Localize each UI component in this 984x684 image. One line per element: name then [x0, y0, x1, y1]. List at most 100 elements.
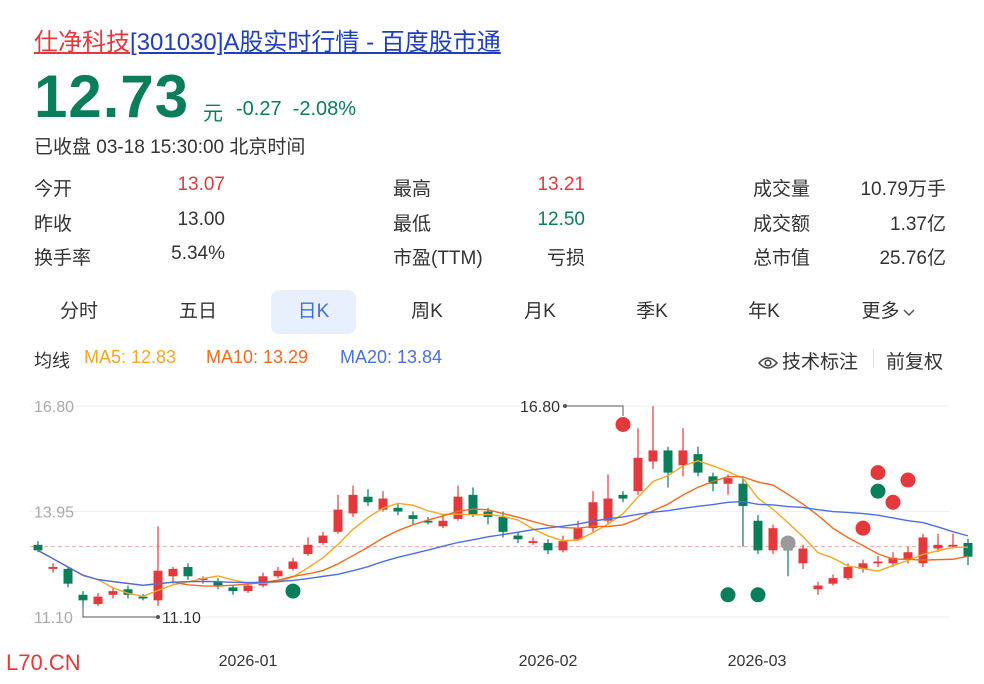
event-marker [615, 417, 631, 433]
candle-body [858, 563, 868, 569]
event-marker [720, 587, 736, 603]
candle [528, 537, 538, 545]
candle [183, 563, 193, 580]
y-tick-label: 11.10 [34, 610, 73, 627]
min-label: 11.10 [162, 610, 201, 627]
candle-body [603, 498, 613, 521]
tools-divider [873, 350, 874, 368]
candle [423, 517, 433, 525]
candle-body [363, 496, 373, 503]
indicator-toggle[interactable]: 技术标注 [757, 347, 859, 376]
candle-body [258, 576, 268, 586]
tab-more[interactable]: 更多 [852, 290, 924, 334]
candle-body [393, 507, 403, 512]
min-dot [156, 615, 160, 619]
candle [408, 511, 418, 525]
y-axis-labels: 16.80 13.95 11.10 [34, 399, 74, 627]
ma10-line [37, 475, 969, 587]
candle [618, 491, 628, 503]
candle [288, 557, 298, 571]
indicator-label: 技术标注 [782, 352, 859, 373]
stat-value-turnover-amount: 1.37亿 [890, 214, 946, 235]
candle-body [753, 520, 763, 551]
candle-body [108, 591, 118, 595]
min-leader [82, 605, 158, 618]
stat-value-prev-close: 13.00 [177, 209, 225, 230]
candle-body [618, 494, 628, 499]
event-marker [900, 472, 916, 488]
candle-body [303, 544, 313, 555]
candle [873, 555, 883, 568]
candle-body [63, 568, 73, 584]
candle-body [318, 535, 328, 543]
candle [363, 489, 373, 506]
tab-monthly-k[interactable]: 月K [524, 301, 556, 322]
candle [918, 533, 928, 568]
page-title[interactable]: 仕净科技[301030]A股实时行情 - 百度股市通 [34, 22, 501, 57]
event-marker [855, 520, 871, 536]
candle [438, 515, 448, 529]
stock-title-link[interactable]: [301030]A股实时行情 - 百度股市通 [130, 29, 501, 56]
candle [228, 585, 238, 595]
candle-body [378, 498, 388, 510]
stat-value-market-cap: 25.76亿 [879, 248, 946, 269]
stat-value-volume: 10.79万手 [860, 179, 946, 200]
x-axis-labels: 2026-01 2026-02 2026-03 [219, 653, 787, 670]
candle-body [828, 578, 838, 584]
candle-body [948, 544, 958, 547]
market-status: 已收盘 03-18 15:30:00 北京时间 [34, 137, 306, 158]
stat-label-prev-close: 昨收 [34, 214, 73, 235]
candle-body [213, 581, 223, 586]
extreme-annotations: 16.80 11.10 [82, 399, 624, 627]
stock-name-link[interactable]: 仕净科技 [34, 29, 130, 56]
candle-body [963, 542, 973, 557]
candle [453, 485, 463, 521]
candle-body [678, 450, 688, 466]
ma5-value: MA5: 12.83 [84, 347, 177, 367]
candle [663, 446, 673, 488]
candle [813, 581, 823, 595]
candle-body [888, 557, 898, 564]
stat-label-pe: 市盈(TTM) [393, 248, 483, 269]
candle-body [918, 537, 928, 564]
x-tick-label: 2026-02 [519, 653, 578, 670]
candle [933, 533, 943, 553]
candle [948, 533, 958, 549]
candle-body [153, 570, 163, 601]
candle-body [228, 587, 238, 592]
adjust-toggle[interactable]: 前复权 [886, 352, 944, 373]
event-marker [870, 483, 886, 499]
candle-body [633, 457, 643, 492]
candle [558, 535, 568, 553]
kline-chart[interactable]: 16.80 13.95 11.10 2026-01 2026-02 2026-03 16… [0, 380, 984, 670]
x-tick-label: 2026-03 [728, 653, 787, 670]
max-leader [565, 405, 624, 416]
ma20-value: MA20: 13.84 [340, 347, 443, 367]
candle-body [768, 528, 778, 551]
candle [138, 594, 148, 601]
tab-five-day[interactable]: 五日 [178, 301, 217, 322]
candle [768, 524, 778, 555]
candle-body [438, 520, 448, 527]
candle [63, 567, 73, 588]
tab-quarterly-k[interactable]: 季K [636, 301, 668, 322]
candle [963, 538, 973, 566]
candle-body [873, 561, 883, 564]
tab-daily-k[interactable]: 日K [271, 290, 356, 334]
tab-weekly-k[interactable]: 周K [411, 301, 443, 322]
candle [723, 474, 733, 495]
stat-value-low: 12.50 [537, 209, 585, 230]
watermark: L70.CN [6, 650, 81, 675]
tab-yearly-k[interactable]: 年K [748, 301, 780, 322]
tab-intraday[interactable]: 分时 [59, 301, 98, 322]
chevron-down-icon [902, 290, 915, 334]
price-unit: 元 [203, 103, 223, 125]
ma20-line [37, 500, 969, 587]
stat-label-turnover-amount: 成交额 [753, 214, 811, 235]
candle [213, 578, 223, 590]
candle [348, 485, 358, 518]
candle-body [333, 509, 343, 532]
event-marker [750, 587, 766, 603]
candle-body [468, 494, 478, 516]
tab-more-label: 更多 [861, 301, 900, 323]
